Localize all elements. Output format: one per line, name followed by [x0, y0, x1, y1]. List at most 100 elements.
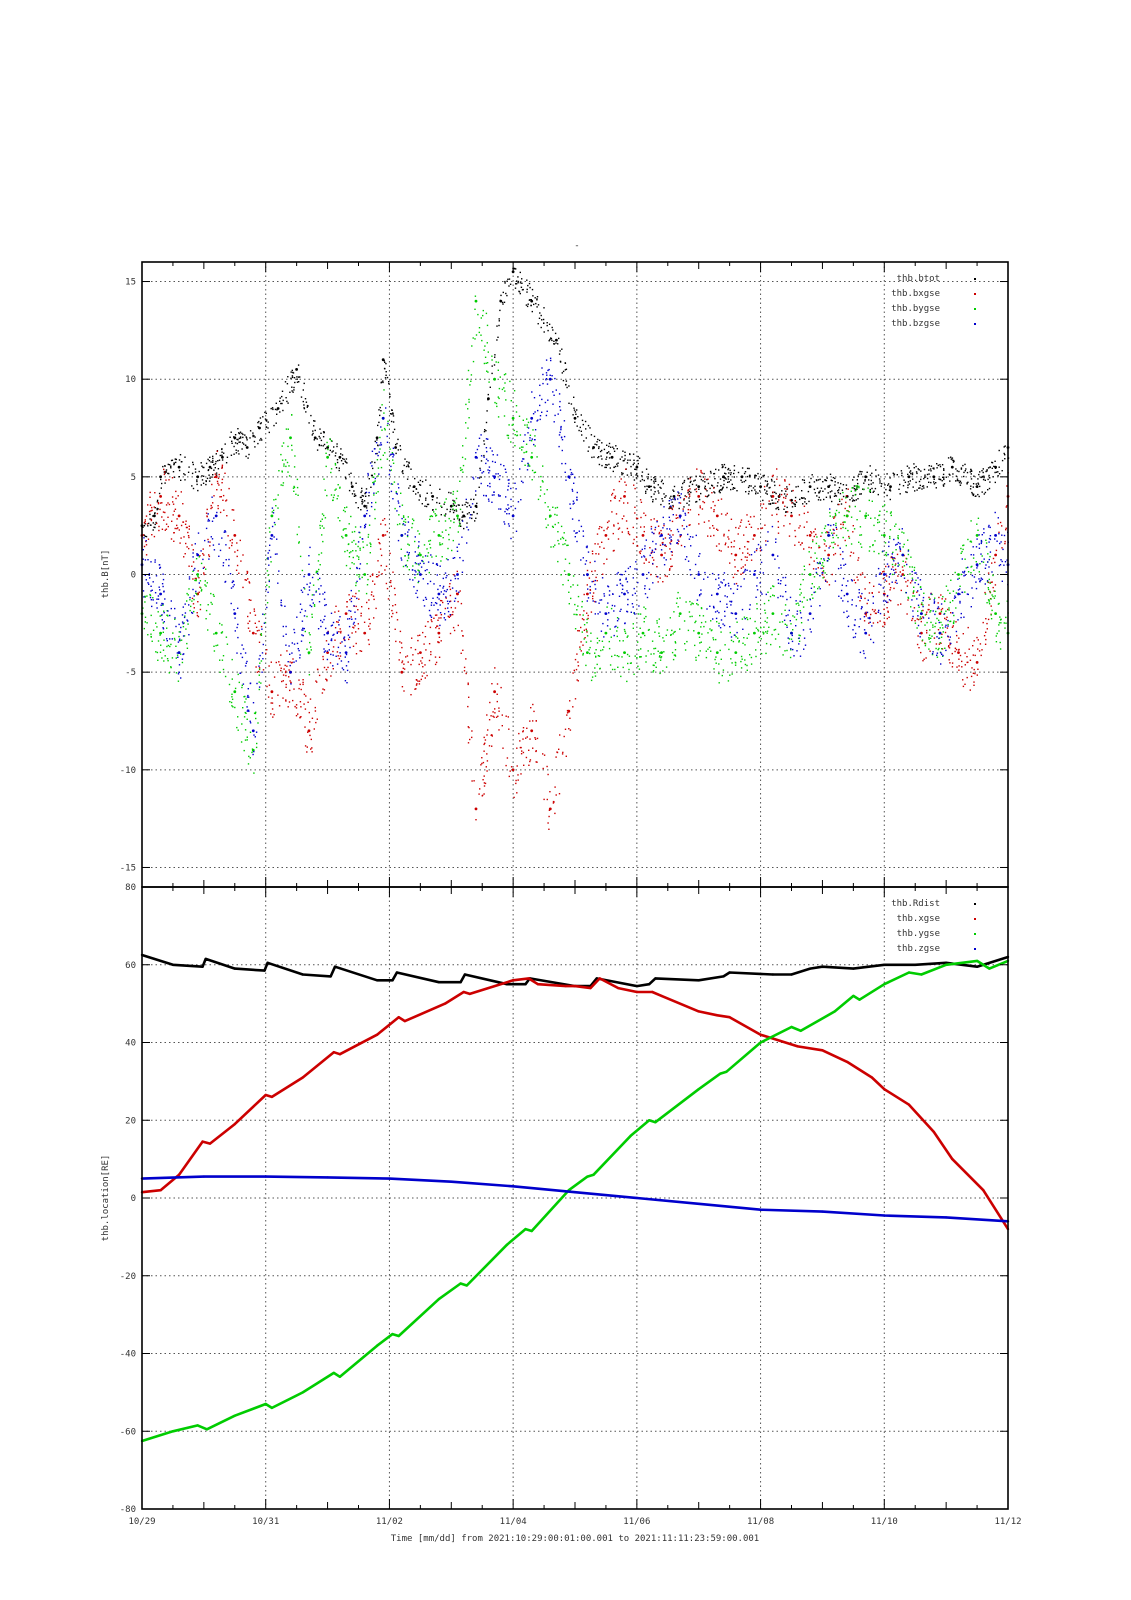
bfield-scatter-point	[267, 427, 269, 429]
bfield-scatter-point	[330, 494, 333, 496]
bfield-scatter-point	[259, 634, 262, 636]
bfield-scatter-point	[937, 464, 939, 467]
bfield-scatter-point	[629, 566, 631, 568]
bfield-scatter-point	[245, 436, 247, 438]
bfield-scatter-point	[229, 701, 231, 703]
bfield-scatter-point	[760, 652, 763, 655]
bfield-scatter-point	[689, 476, 692, 478]
bfield-scatter-point	[743, 637, 745, 639]
bfield-scatter-point	[740, 519, 743, 521]
bfield-scatter-point	[600, 599, 603, 601]
bfield-scatter-point	[941, 598, 943, 600]
bfield-scatter-point	[590, 640, 592, 642]
bfield-scatter-point	[901, 566, 904, 568]
bfield-scatter-point	[784, 604, 787, 606]
bfield-scatter-point	[478, 327, 481, 329]
bfield-scatter-point	[746, 540, 749, 543]
bfield-scatter-point	[893, 474, 895, 476]
bfield-scatter-point	[254, 712, 257, 715]
bfield-scatter-point	[821, 564, 823, 566]
bfield-scatter-point	[646, 488, 648, 491]
bfield-scatter-point	[459, 508, 462, 511]
bfield-scatter-point	[947, 457, 950, 459]
bfield-scatter-point	[724, 466, 727, 469]
bfield-scatter-point	[714, 658, 716, 661]
bfield-scatter-point	[714, 611, 717, 613]
bfield-scatter-point	[150, 614, 152, 617]
bfield-scatter-point	[315, 721, 317, 724]
bfield-scatter-point	[424, 625, 427, 627]
bfield-scatter-point	[581, 618, 584, 620]
bfield-point	[221, 455, 224, 459]
bfield-scatter-point	[591, 550, 594, 552]
bfield-scatter-point	[260, 437, 262, 440]
bfield-scatter-point	[719, 586, 721, 588]
bfield-scatter-point	[277, 507, 279, 509]
bfield-scatter-point	[895, 549, 897, 551]
bfield-scatter-point	[803, 548, 805, 550]
bfield-scatter-point	[653, 480, 655, 482]
bfield-scatter-point	[688, 504, 690, 506]
bfield-scatter-point	[268, 579, 270, 581]
bfield-scatter-point	[284, 671, 287, 674]
bfield-scatter-point	[523, 764, 525, 766]
bfield-scatter-point	[144, 519, 146, 521]
bfield-scatter-point	[921, 602, 923, 604]
bfield-scatter-point	[977, 529, 979, 531]
bfield-scatter-point	[889, 535, 891, 538]
bfield-scatter-point	[375, 576, 378, 578]
bfield-scatter-point	[280, 654, 282, 656]
bfield-scatter-point	[255, 626, 258, 628]
bfield-scatter-point	[194, 471, 197, 473]
bfield-scatter-point	[965, 468, 967, 470]
bfield-scatter-point	[801, 497, 803, 499]
bfield-scatter-point	[739, 547, 741, 550]
bfield-scatter-point	[733, 634, 736, 636]
bfield-scatter-point	[348, 636, 351, 638]
bfield-scatter-point	[351, 562, 353, 564]
bfield-scatter-point	[874, 487, 877, 490]
bfield-scatter-point	[390, 413, 393, 415]
bfield-scatter-point	[606, 452, 608, 454]
bfield-scatter-point	[699, 475, 701, 477]
bfield-scatter-point	[610, 446, 612, 448]
bfield-scatter-point	[829, 545, 831, 547]
bfield-scatter-point	[988, 603, 991, 605]
bfield-scatter-point	[337, 495, 339, 497]
bfield-scatter-point	[665, 634, 667, 636]
bfield-scatter-point	[838, 489, 840, 491]
bfield-scatter-point	[658, 531, 661, 534]
bfield-scatter-point	[146, 622, 148, 624]
bfield-scatter-point	[176, 527, 178, 530]
bfield-scatter-point	[653, 518, 655, 520]
bfield-scatter-point	[773, 595, 775, 597]
bfield-scatter-point	[886, 617, 888, 620]
bfield-scatter-point	[542, 767, 544, 770]
bfield-scatter-point	[558, 445, 560, 448]
bfield-scatter-point	[828, 584, 831, 586]
bfield-scatter-point	[355, 605, 357, 608]
bfield-scatter-point	[472, 337, 474, 339]
bfield-scatter-point	[166, 614, 168, 616]
bfield-scatter-point	[999, 564, 1002, 566]
bfield-scatter-point	[436, 614, 438, 616]
bfield-scatter-point	[163, 468, 165, 471]
bfield-scatter-point	[736, 631, 738, 634]
bfield-scatter-point	[164, 471, 166, 473]
bfield-scatter-point	[695, 490, 698, 493]
bfield-scatter-point	[419, 479, 422, 482]
bfield-scatter-point	[433, 531, 435, 533]
bfield-scatter-point	[457, 624, 459, 627]
bfield-scatter-point	[770, 478, 773, 481]
bfield-scatter-point	[958, 669, 960, 671]
bfield-scatter-point	[644, 514, 647, 517]
bfield-scatter-point	[920, 603, 923, 606]
bfield-scatter-point	[618, 527, 621, 529]
bfield-scatter-point	[929, 650, 931, 652]
bfield-scatter-point	[674, 649, 677, 651]
bfield-scatter-point	[943, 468, 945, 470]
bfield-point	[604, 631, 608, 635]
bfield-scatter-point	[198, 470, 200, 473]
bfield-scatter-point	[390, 465, 392, 468]
bfield-scatter-point	[423, 544, 426, 546]
